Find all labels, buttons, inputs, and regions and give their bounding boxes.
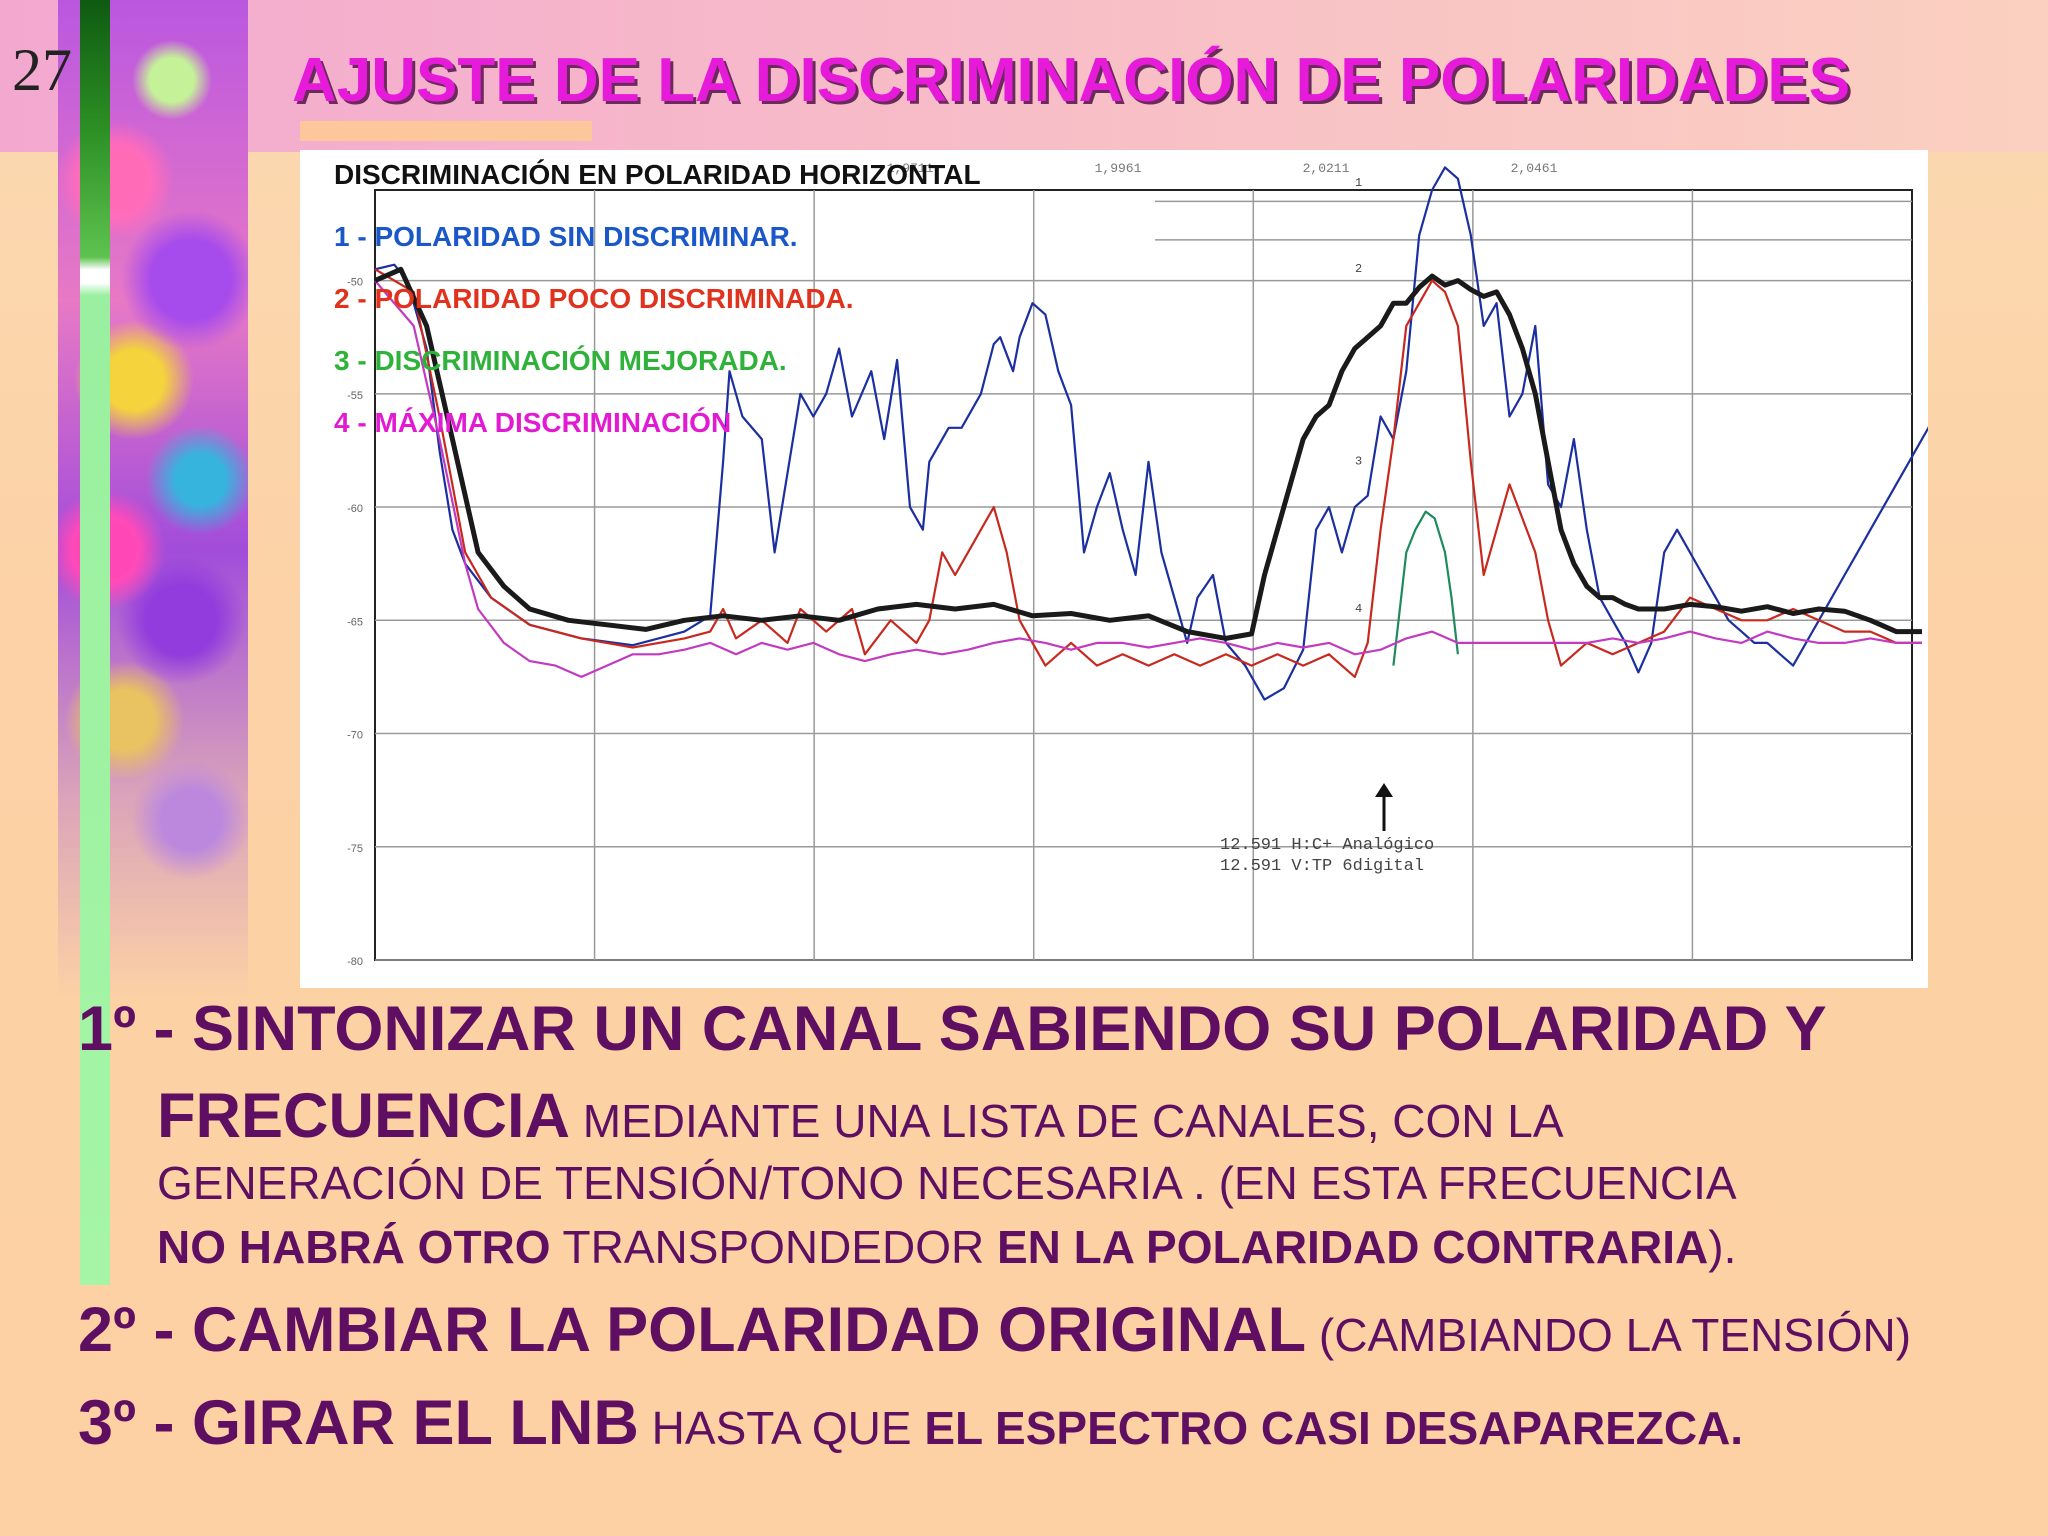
legend-item-2: 2 - POLARIDAD POCO DISCRIMINADA.	[334, 283, 854, 314]
step-2-normal: (CAMBIANDO LA TENSIÓN)	[1306, 1309, 1912, 1361]
series-line-1	[374, 166, 1928, 701]
step-1-line-4: NO HABRÁ OTRO TRANSPONDEDOR EN LA POLARI…	[157, 1217, 1736, 1289]
title-underline	[300, 121, 592, 141]
y-tick-label: -75	[347, 843, 363, 855]
green-accent-bar	[80, 0, 110, 1285]
step-1-normal-2: GENERACIÓN DE TENSIÓN/TONO NECESARIA . (…	[157, 1157, 1737, 1209]
step-1-line-1: 1º - SINTONIZAR UN CANAL SABIENDO SU POL…	[78, 993, 1827, 1082]
annotation-line-2: 12.591 V:TP 6digital	[1220, 857, 1425, 876]
spectrum-chart: -50 -55 -60 -65 -70 -75 -80 1,9711 1,9961 2,0211 2…	[347, 161, 1928, 968]
step-1-bold-3: NO HABRÁ OTRO	[157, 1221, 551, 1273]
chart-annotation: 12.591 H:C+ Analógico 12.591 V:TP 6digit…	[1220, 835, 1434, 877]
step-1-bold-2: FRECUENCIA	[157, 1081, 571, 1151]
x-tick-label: 1,9961	[1095, 161, 1142, 176]
legend-item-3: 3 - DISCRIMINACIÓN MEJORADA.	[334, 345, 787, 376]
y-tick-label: -60	[347, 503, 363, 515]
y-tick-label: -70	[347, 730, 363, 742]
series-line-spectrum	[373, 266, 1922, 641]
spectrum-chart-panel: -50 -55 -60 -65 -70 -75 -80 1,9711 1,9961 2,0211 2…	[300, 150, 1928, 988]
x-tick-label: 2,0211	[1303, 161, 1350, 176]
step-1-prefix: 1º -	[78, 994, 193, 1064]
x-tick-label: 2,0461	[1511, 161, 1558, 176]
step-1-bold-1: SINTONIZAR UN CANAL SABIENDO SU POLARIDA…	[192, 994, 1827, 1064]
step-3-bold: 3º - GIRAR EL LNB	[78, 1388, 639, 1458]
series-line-3	[1392, 510, 1459, 666]
step-1-end: ).	[1708, 1221, 1737, 1273]
slide-number: 27	[12, 37, 72, 103]
peak-label-3: 3	[1355, 455, 1362, 469]
y-tick-label: -80	[347, 956, 363, 968]
y-tick-label: -50	[347, 277, 363, 289]
slide-title: AJUSTE DE LA DISCRIMINACIÓN DE POLARIDAD…	[292, 46, 1851, 115]
step-1-line-2: FRECUENCIA MEDIANTE UNA LISTA DE CANALES…	[157, 1080, 1564, 1169]
legend-item-1: 1 - POLARIDAD SIN DISCRIMINAR.	[334, 221, 798, 252]
series-line-2	[374, 268, 1922, 678]
step-3: 3º - GIRAR EL LNB HASTA QUE EL ESPECTRO …	[78, 1387, 1743, 1476]
legend-item-4: 4 - MÁXIMA DISCRIMINACIÓN	[334, 407, 732, 438]
step-2-bold: 2º - CAMBIAR LA POLARIDAD ORIGINAL	[78, 1295, 1307, 1365]
legend-title: DISCRIMINACIÓN EN POLARIDAD HORIZONTAL	[334, 159, 981, 190]
x-tick-label: 1,9711	[887, 161, 934, 176]
peak-label-1: 1	[1355, 176, 1362, 190]
peak-label-4: 4	[1355, 602, 1362, 616]
up-arrow-icon	[1375, 783, 1393, 831]
y-tick-label: -55	[347, 390, 363, 402]
step-3-normal: HASTA QUE	[638, 1402, 925, 1454]
step-1-normal-1: MEDIANTE UNA LISTA DE CANALES, CON LA	[570, 1095, 1564, 1147]
step-3-bold-2: EL ESPECTRO CASI DESAPAREZCA.	[924, 1402, 1744, 1454]
series-line-4	[374, 279, 1922, 678]
annotation-line-1: 12.591 H:C+ Analógico	[1220, 836, 1435, 855]
step-2: 2º - CAMBIAR LA POLARIDAD ORIGINAL (CAMB…	[78, 1294, 1911, 1383]
peak-label-2: 2	[1355, 262, 1362, 276]
y-tick-label: -65	[347, 616, 363, 628]
step-1-bold-4: EN LA POLARIDAD CONTRARIA	[996, 1221, 1709, 1273]
step-1-normal-3: TRANSPONDEDOR	[550, 1221, 997, 1273]
step-1-line-3: GENERACIÓN DE TENSIÓN/TONO NECESARIA . (…	[157, 1153, 1737, 1225]
